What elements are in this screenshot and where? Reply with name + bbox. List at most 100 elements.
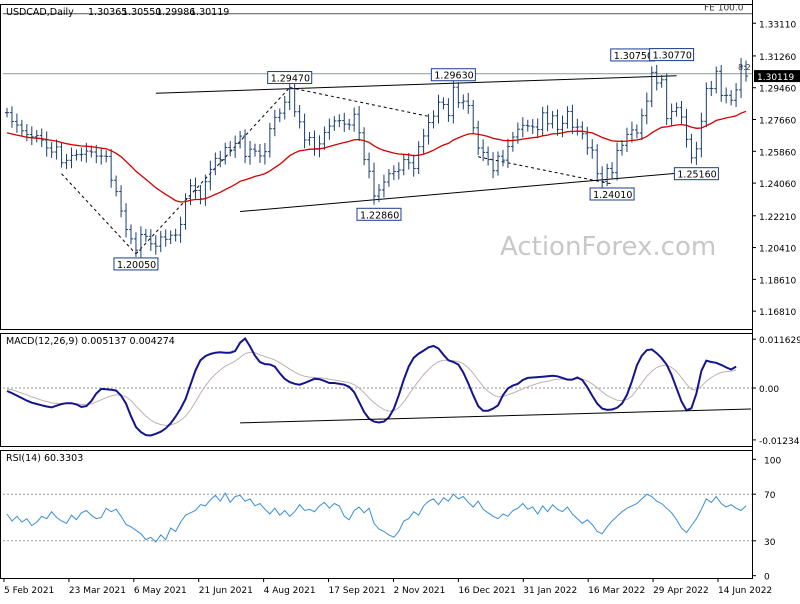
price-bar <box>466 92 471 114</box>
x-tick-label: 5 Feb 2021 <box>4 586 54 596</box>
price-bar <box>570 104 575 134</box>
price-bar <box>714 66 719 94</box>
x-tick-label: 2 Nov 2021 <box>393 586 445 596</box>
price-bar <box>739 57 744 99</box>
price-bar <box>322 126 327 150</box>
price-tick-label: 1.27660 <box>759 117 796 127</box>
price-bar <box>491 152 496 179</box>
price-moving-average <box>6 110 747 203</box>
price-bar <box>158 231 163 253</box>
rsi-tick-label: 0 <box>764 573 770 583</box>
price-bar <box>550 111 555 129</box>
price-bar <box>14 113 19 133</box>
price-bar <box>481 139 486 161</box>
price-bar <box>302 113 307 149</box>
price-bar <box>471 100 476 134</box>
price-bar <box>575 118 580 136</box>
price-bar <box>421 128 426 154</box>
price-bar <box>431 110 436 129</box>
pivot-label-box <box>430 68 476 82</box>
price-bar <box>372 162 377 205</box>
price-bar <box>54 139 59 160</box>
pivot-label: 1.24010 <box>593 190 632 201</box>
price-bar <box>436 94 441 124</box>
price-bar <box>79 147 84 162</box>
price-bar <box>620 140 625 156</box>
price-bar <box>381 174 386 198</box>
price-trendline-0 <box>155 75 677 94</box>
price-bar <box>133 232 138 257</box>
price-bar <box>505 138 510 168</box>
price-bar <box>689 133 694 164</box>
pivot-label: 1.30750 <box>614 51 653 62</box>
price-bar <box>29 126 34 146</box>
price-bar <box>629 121 634 143</box>
price-bar <box>332 116 337 131</box>
price-bar <box>486 146 491 166</box>
price-bar <box>228 141 233 157</box>
price-tick-label: 1.29460 <box>759 85 796 95</box>
ohlc-low: 1.29986 <box>156 7 195 18</box>
price-bar <box>109 148 114 188</box>
pivot-label: 1.22860 <box>360 210 399 221</box>
price-bar <box>367 152 372 179</box>
price-bar <box>69 147 74 169</box>
price-trendline-1 <box>240 171 692 213</box>
price-bar <box>277 108 282 123</box>
price-bar <box>624 127 629 153</box>
price-bar <box>530 118 535 135</box>
price-bar <box>307 131 312 146</box>
last-price-tag <box>754 70 800 83</box>
x-tick-label: 21 Jun 2021 <box>199 586 253 596</box>
price-bar <box>446 98 451 122</box>
price-bar <box>173 228 178 242</box>
price-bar <box>476 120 481 156</box>
price-bar <box>634 124 639 139</box>
price-bar <box>659 75 664 88</box>
price-bar <box>416 141 421 174</box>
price-tick-label: 1.33110 <box>759 20 796 30</box>
x-tick-label: 29 Apr 2022 <box>653 586 709 596</box>
price-trendline-2 <box>61 173 137 255</box>
price-bar <box>262 143 267 165</box>
pivot-label-box <box>649 48 695 62</box>
price-bar <box>376 184 381 202</box>
macd-tick-label: 0.00 <box>759 385 779 395</box>
level-label: 8.2 <box>738 63 751 72</box>
price-bar <box>719 64 724 102</box>
rsi-title: RSI(14) 60.3303 <box>6 453 83 464</box>
price-bar <box>272 109 277 137</box>
price-bar <box>386 168 391 187</box>
price-bar <box>292 83 297 117</box>
macd-trendline <box>240 408 751 424</box>
ohlc-close: 1.30119 <box>190 7 229 18</box>
price-bar <box>223 142 228 165</box>
ohlc-open: 1.30365 <box>88 7 127 18</box>
pivot-label-box <box>673 167 719 181</box>
price-bar <box>525 119 530 132</box>
x-tick-label: 23 Mar 2021 <box>69 586 126 596</box>
price-bar <box>451 79 456 124</box>
price-bar <box>669 103 674 127</box>
price-bar <box>282 95 287 120</box>
ohlc-high: 1.30550 <box>122 7 161 18</box>
x-tick-label: 6 May 2021 <box>134 586 187 596</box>
price-bar <box>500 149 505 167</box>
x-tick-label: 4 Aug 2021 <box>264 586 316 596</box>
rsi-pane-frame <box>0 450 753 579</box>
price-bar <box>520 117 525 138</box>
pivot-label: 1.25160 <box>677 170 716 181</box>
price-bar <box>605 163 610 187</box>
macd-title: MACD(12,26,9) 0.005137 0.004274 <box>6 336 175 347</box>
price-bar <box>114 175 119 197</box>
price-bar <box>406 152 411 170</box>
price-trendline-3 <box>135 87 291 255</box>
price-bar <box>347 118 352 131</box>
price-bar <box>699 112 704 158</box>
price-bar <box>39 128 44 148</box>
price-tick-label: 1.31260 <box>759 53 796 63</box>
price-bar <box>287 80 292 111</box>
price-tick-label: 1.20410 <box>759 245 796 255</box>
